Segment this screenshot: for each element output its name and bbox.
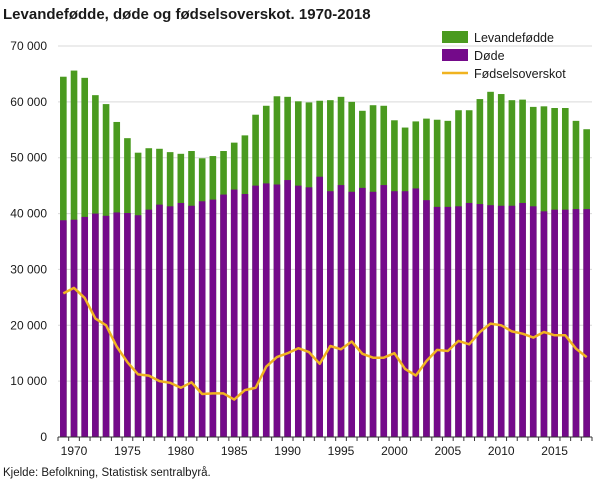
bar-deaths [156,204,163,437]
bar-deaths [529,206,537,437]
bar-deaths [284,180,291,438]
bars [60,70,590,438]
bar-deaths [230,189,238,437]
bar-deaths [337,185,345,437]
y-axis-tick-labels: 0 10 000 20 000 30 000 40 000 50 000 60 000 70 … [10,39,47,444]
bar-deaths [177,202,185,437]
bar-deaths [423,200,430,437]
bar-deaths [412,188,420,437]
legend-label: Levandefødde [474,31,554,45]
bar-deaths [124,213,131,437]
bar-deaths [551,209,558,437]
bar-deaths [252,185,259,437]
y-tick-label: 70 000 [10,39,47,53]
x-tick-label: 1970 [61,444,88,458]
bar-deaths [327,191,334,437]
x-tick-label: 1980 [167,444,194,458]
bar-deaths [487,205,494,437]
bar-deaths [497,205,505,437]
bar-deaths [70,219,78,437]
x-tick-label: 1990 [274,444,301,458]
bar-deaths [465,202,473,437]
bar-deaths [561,209,569,437]
bar-deaths [294,185,302,437]
legend-swatch [442,31,468,43]
bar-deaths [391,191,398,437]
bar-deaths [113,212,121,437]
bar-deaths [455,206,462,437]
bar-deaths [273,184,281,437]
y-tick-label: 40 000 [10,207,47,221]
bar-deaths [476,204,484,437]
bar-deaths [209,199,217,437]
bar-deaths [583,209,590,437]
bar-deaths [519,202,526,437]
y-tick-label: 10 000 [10,374,47,388]
bar-deaths [572,209,580,437]
bar-deaths [145,209,153,437]
legend-swatch [442,49,468,61]
bar-deaths [508,205,516,437]
bar-deaths [401,191,409,437]
x-tick-label: 2005 [434,444,461,458]
bar-deaths [81,216,89,437]
bar-deaths [166,206,174,437]
y-tick-label: 60 000 [10,95,47,109]
bar-deaths [262,183,270,437]
bar-deaths [134,215,142,437]
chart-title: Levandefødde, døde og fødselsoverskot. 1… [3,6,371,23]
surplus-series-line [62,286,588,401]
legend-label: Fødselsoverskot [474,67,566,81]
bar-deaths [348,191,356,437]
x-tick-label: 2010 [488,444,515,458]
legend-label: Døde [474,49,505,63]
bar-deaths [369,191,377,437]
bar-deaths [316,176,323,437]
bar-deaths [433,206,441,437]
bar-deaths [359,187,366,437]
bar-deaths [188,205,195,437]
x-axis: 1970 1975 1980 1985 1990 1995 2000 2005 2010 2015 [57,436,593,458]
bar-deaths [305,187,313,437]
y-tick-label: 30 000 [10,262,47,276]
x-tick-label: 2000 [381,444,408,458]
bar-deaths [380,185,388,437]
bar-deaths [540,211,548,437]
y-tick-label: 50 000 [10,151,47,165]
surplus-line [62,286,588,401]
bar-deaths [92,213,99,437]
y-tick-label: 0 [40,430,47,444]
bar-deaths [220,194,227,437]
legend: Levandefødde Døde Fødselsoverskot [442,31,566,81]
x-tick-label: 1985 [221,444,248,458]
x-tick-label: 2015 [541,444,568,458]
bar-deaths [444,206,452,437]
bar-deaths [60,220,67,437]
x-tick-label: 1995 [328,444,355,458]
bar-deaths [198,201,206,437]
source-note: Kjelde: Befolkning, Statistisk sentralby… [3,467,211,479]
y-tick-label: 20 000 [10,318,47,332]
x-tick-label: 1975 [114,444,141,458]
bar-deaths [241,194,249,437]
